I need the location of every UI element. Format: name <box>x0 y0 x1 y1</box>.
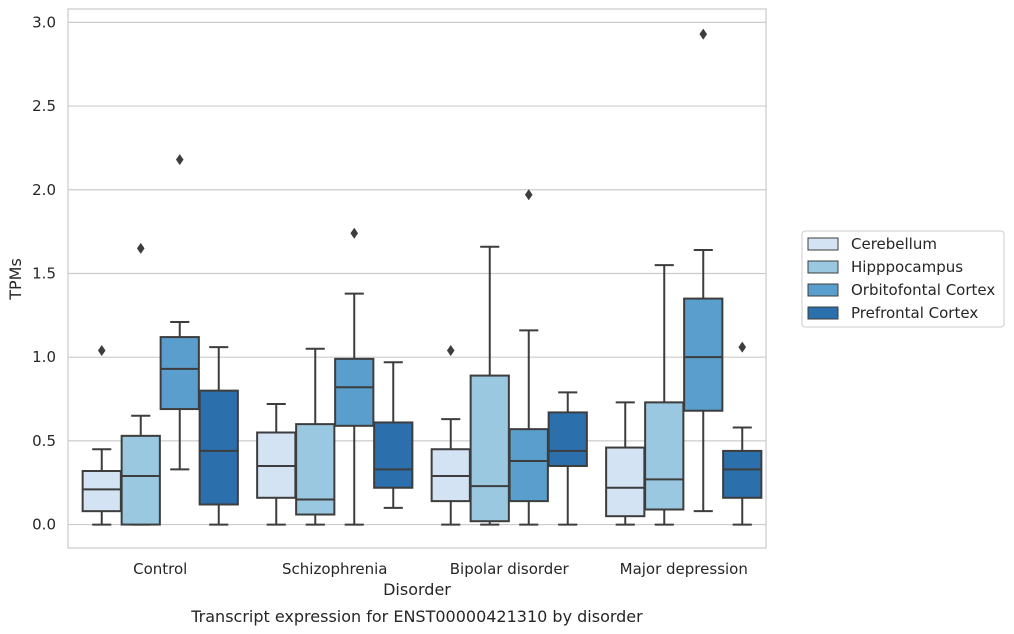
outlier-point <box>136 242 145 254</box>
box-iqr <box>373 421 414 489</box>
box-iqr <box>81 470 122 513</box>
box-iqr <box>469 374 510 523</box>
box-2-2 <box>508 189 549 526</box>
box-iqr <box>605 446 646 518</box>
legend-swatch <box>807 237 839 251</box>
chart-caption: Transcript expression for ENST0000042131… <box>190 607 643 626</box>
y-tick-label: 2.0 <box>32 181 56 199</box>
box-1-2 <box>469 245 510 526</box>
legend-frame <box>801 230 1005 328</box>
legend-label: Orbitofontal Cortex <box>851 281 995 299</box>
box-plots <box>81 28 763 526</box>
legend-swatch <box>807 260 839 274</box>
y-tick-labels: 0.0 0.5 1.0 1.5 2.0 2.5 3.0 <box>32 13 56 533</box>
box-iqr <box>198 389 239 506</box>
legend-swatch <box>807 283 839 297</box>
legend: Cerebellum Hipppocampus Orbitofontal Corte… <box>801 230 1005 328</box>
box-0-1 <box>256 403 297 526</box>
y-tick-label: 0.0 <box>32 516 56 534</box>
box-2-0 <box>159 154 200 471</box>
x-axis-label: Disorder <box>383 580 451 599</box>
outlier-point <box>738 341 747 353</box>
legend-label: Hipppocampus <box>851 258 963 276</box>
box-1-1 <box>295 347 336 526</box>
plot-frame <box>67 8 767 549</box>
y-tick-label: 3.0 <box>32 13 56 31</box>
box-3-3 <box>722 341 763 526</box>
outlier-point <box>699 28 708 40</box>
box-iqr <box>508 428 549 503</box>
y-tick-label: 2.5 <box>32 97 56 115</box>
box-iqr <box>644 401 685 511</box>
box-0-3 <box>605 401 646 526</box>
box-iqr <box>722 449 763 499</box>
y-tick-label: 0.5 <box>32 432 56 450</box>
outlier-point <box>97 344 106 356</box>
box-2-1 <box>334 227 375 526</box>
y-tick-label: 1.5 <box>32 264 56 282</box>
x-tick-label: Control <box>133 560 187 578</box>
outlier-point <box>446 344 455 356</box>
box-iqr <box>683 297 724 412</box>
x-tick-label: Bipolar disorder <box>450 560 570 578</box>
outlier-point <box>175 154 184 166</box>
x-tick-labels: Control Schizophrenia Bipolar disorder Majo… <box>133 560 748 578</box>
box-3-2 <box>547 391 588 526</box>
outlier-point <box>524 189 533 201</box>
x-tick-label: Schizophrenia <box>282 560 387 578</box>
box-1-0 <box>120 242 161 526</box>
box-2-3 <box>683 28 724 513</box>
box-1-3 <box>644 264 685 526</box>
box-iqr <box>295 423 336 516</box>
y-axis-label: TPMs <box>6 258 25 301</box>
box-iqr <box>334 357 375 427</box>
legend-swatch <box>807 306 839 320</box>
x-tick-label: Major depression <box>620 560 748 578</box>
legend-label: Prefrontal Cortex <box>851 304 978 322</box>
y-tick-label: 1.0 <box>32 348 56 366</box>
box-3-1 <box>373 361 414 509</box>
outlier-point <box>350 227 359 239</box>
box-iqr <box>547 411 588 467</box>
legend-label: Cerebellum <box>851 235 937 253</box>
box-3-0 <box>198 346 239 526</box>
box-iqr <box>159 336 200 411</box>
box-iqr <box>120 434 161 526</box>
